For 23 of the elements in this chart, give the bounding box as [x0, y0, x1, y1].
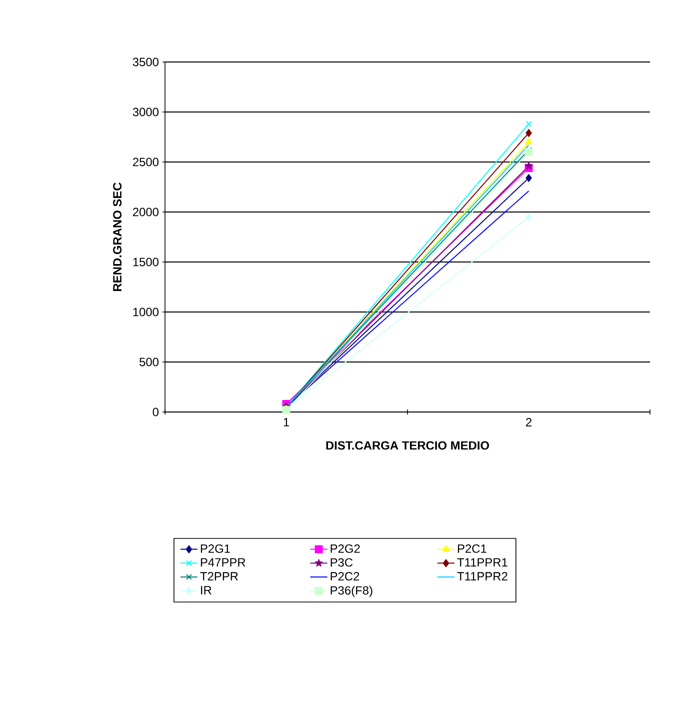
- y-tick-label: 0: [152, 408, 159, 416]
- y-axis-title: REND.GRANO SEC: [113, 182, 122, 291]
- legend-label: P3C: [330, 558, 353, 567]
- y-tick-label: 500: [140, 358, 159, 366]
- legend-label: P2C1: [458, 544, 486, 553]
- x-axis-title: DIST.CARGA TERCIO MEDIO: [326, 441, 490, 450]
- y-tick-label: 1500: [133, 258, 159, 266]
- legend-label: T11PPR1: [457, 558, 508, 567]
- y-tick-label: 2000: [132, 208, 159, 216]
- legend-label: P47PPR: [200, 558, 246, 567]
- x-tick-label: 1: [284, 418, 289, 426]
- legend-label: T11PPR2: [457, 572, 508, 580]
- x-tick-label: 2: [526, 418, 532, 426]
- legend-label: T2PPR: [200, 572, 238, 580]
- legend-label: P2G2: [330, 544, 360, 553]
- legend-label: P2C2: [330, 572, 360, 581]
- y-tick-label: 3500: [132, 58, 159, 66]
- y-tick-label: 3000: [132, 108, 159, 116]
- legend-label: IR: [201, 586, 212, 594]
- legend-label: P36(F8): [330, 586, 372, 598]
- y-tick-label: 2500: [132, 158, 159, 166]
- y-tick-label: 1000: [133, 308, 159, 316]
- legend-label: P2G1: [200, 544, 230, 553]
